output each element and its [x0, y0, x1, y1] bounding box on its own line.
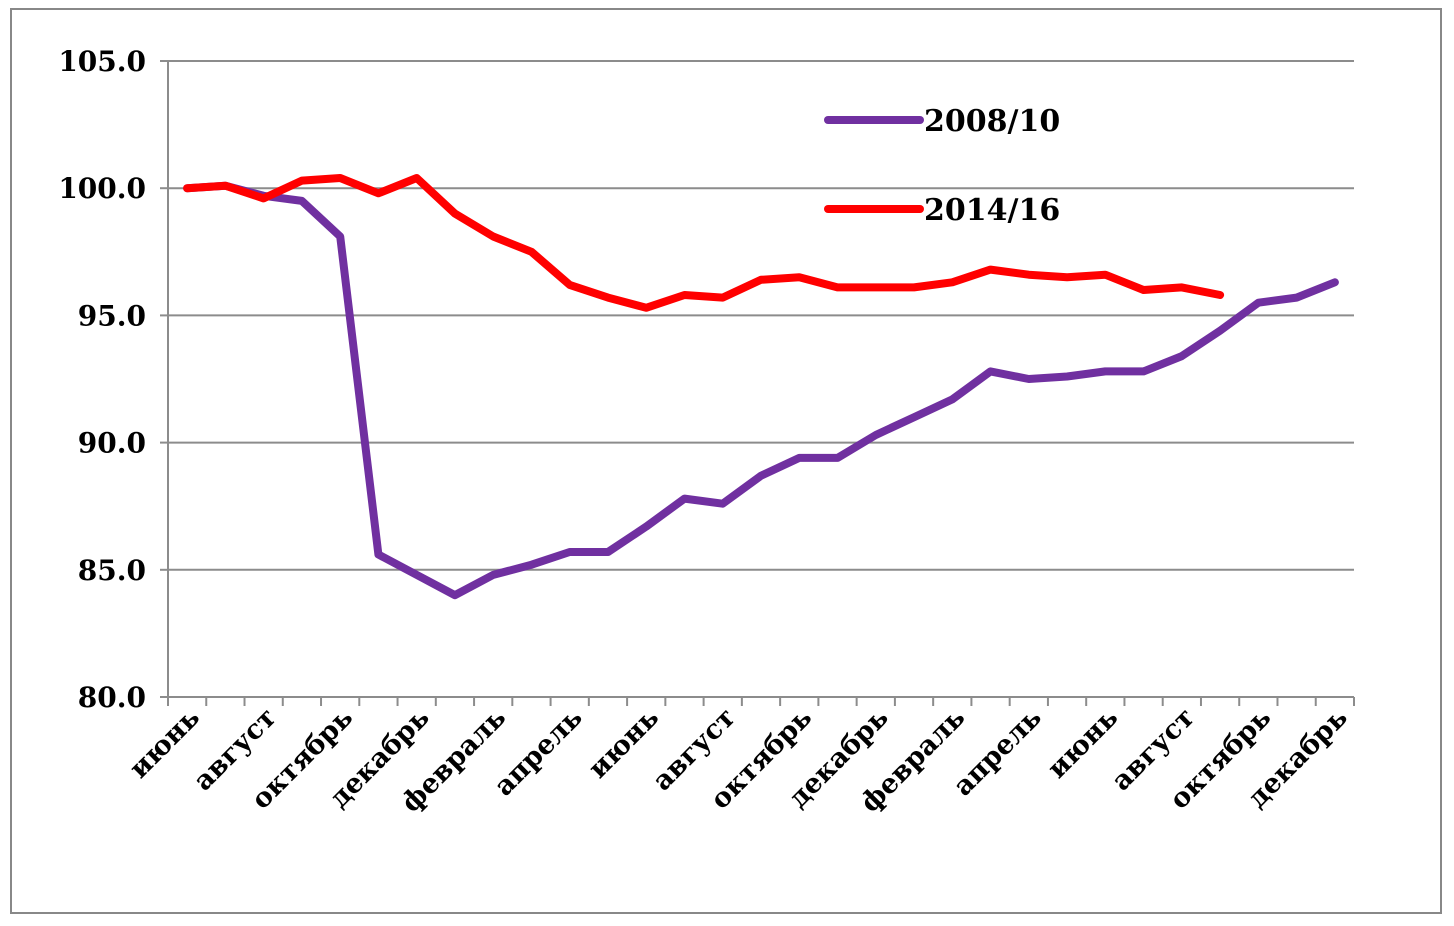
y-tick-label: 105.0	[58, 45, 146, 78]
y-tick-label: 85.0	[78, 554, 146, 587]
y-tick-label: 100.0	[58, 172, 146, 205]
gridlines	[168, 60, 1354, 698]
legend-label-2: 2014/16	[924, 193, 1060, 228]
y-tick-label: 90.0	[78, 427, 146, 460]
series-lines	[183, 174, 1339, 600]
x-tick-labels: июньавгустоктябрьдекабрьфевральапрельиюн…	[123, 702, 1353, 819]
legend: 2008/10 2014/16	[824, 104, 1060, 228]
line-chart: 80.0 85.0 90.0 95.0 100.0 105.0 июньавгустокт…	[58, 45, 1355, 819]
series-line-2	[183, 174, 1225, 312]
legend-label-1: 2008/10	[924, 104, 1060, 139]
chart-frame: 80.0 85.0 90.0 95.0 100.0 105.0 июнь август окт…	[10, 8, 1442, 914]
series-line-1	[183, 181, 1339, 600]
axes	[160, 60, 1355, 706]
y-tick-label: 80.0	[78, 681, 146, 714]
y-tick-label: 95.0	[78, 299, 146, 332]
y-tick-labels: 80.0 85.0 90.0 95.0 100.0 105.0	[58, 45, 146, 714]
